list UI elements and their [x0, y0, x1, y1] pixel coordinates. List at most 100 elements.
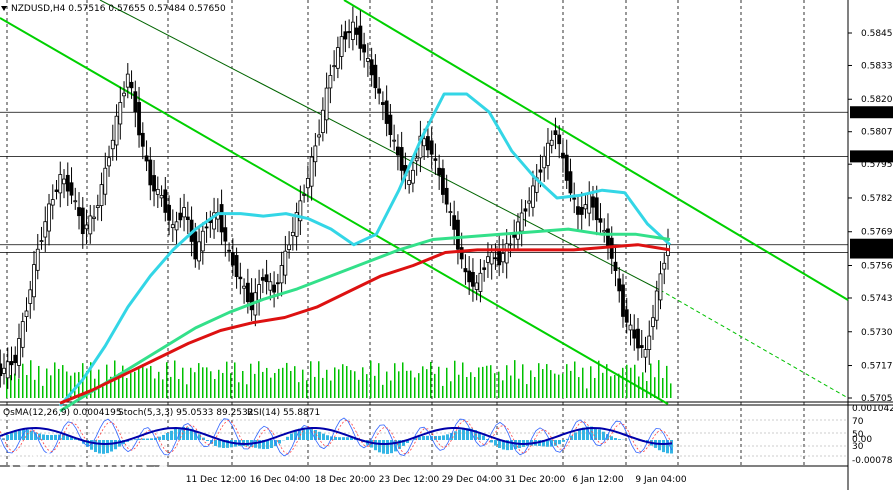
- candle-body: [438, 168, 441, 175]
- volume-bar: [362, 367, 364, 398]
- candle-body: [333, 66, 336, 67]
- candle-body: [40, 241, 43, 242]
- candle-body: [96, 206, 99, 208]
- volume-bar: [358, 380, 360, 398]
- volume-bar: [486, 366, 488, 398]
- candle-body: [344, 32, 347, 39]
- candle-body: [10, 361, 13, 364]
- osma-histogram-bar: [454, 431, 457, 440]
- volume-bar: [278, 369, 280, 398]
- volume-bar: [594, 378, 596, 398]
- volume-bar: [570, 371, 572, 398]
- osma-histogram-bar: [614, 438, 617, 440]
- volume-bar: [14, 374, 16, 398]
- osma-histogram-bar: [334, 437, 337, 440]
- osma-histogram-bar: [146, 439, 149, 440]
- candle-body: [149, 160, 152, 185]
- candle-body: [306, 178, 309, 187]
- candle-body: [528, 201, 531, 203]
- candle-body: [588, 193, 591, 213]
- volume-bar: [222, 373, 224, 398]
- time-tick-label: 31 Dec 20:00: [505, 475, 566, 485]
- volume-bar: [614, 375, 616, 398]
- candle-body: [145, 156, 148, 161]
- candle-body: [655, 291, 658, 320]
- candle-body: [363, 45, 366, 52]
- volume-bar: [226, 362, 228, 398]
- volume-bar: [494, 373, 496, 398]
- candle-body: [374, 65, 377, 87]
- candle-body: [471, 272, 474, 286]
- volume-bar: [282, 368, 284, 398]
- candle-body: [276, 283, 279, 284]
- candle-body: [66, 175, 69, 191]
- candle-body: [111, 140, 114, 148]
- price-tick-label: 0.57435: [861, 294, 893, 304]
- volume-bar: [546, 364, 548, 398]
- volume-bar: [338, 369, 340, 398]
- volume-bar: [182, 368, 184, 398]
- candle-body: [265, 275, 268, 282]
- volume-bar: [366, 374, 368, 398]
- candle-body: [243, 286, 246, 288]
- oscillator-axis-label: -0.0007822: [852, 456, 893, 466]
- candle-body: [456, 220, 459, 249]
- volume-bar: [66, 372, 68, 398]
- candle-body: [329, 75, 332, 87]
- candle-body: [603, 230, 606, 232]
- candle-body: [468, 271, 471, 282]
- osma-histogram-bar: [26, 430, 29, 440]
- osma-histogram-bar: [166, 433, 169, 440]
- volume-bar: [314, 377, 316, 398]
- candle-body: [629, 325, 632, 330]
- osma-histogram-bar: [382, 440, 385, 454]
- candle-body: [6, 362, 9, 378]
- candle-body: [340, 37, 343, 57]
- osma-histogram-bar: [458, 430, 461, 440]
- candle-body: [486, 257, 489, 263]
- time-tick-label: 18 Dec 20:00: [315, 475, 376, 485]
- volume-bar: [238, 382, 240, 398]
- candle-body: [348, 31, 351, 32]
- volume-bar: [550, 370, 552, 398]
- candle-body: [396, 147, 399, 155]
- candle-body: [539, 170, 542, 172]
- volume-bar: [610, 376, 612, 398]
- volume-bar: [330, 381, 332, 398]
- osma-histogram-bar: [278, 440, 281, 444]
- candle-body: [475, 283, 478, 290]
- volume-bar: [318, 361, 320, 398]
- candle-body: [644, 350, 647, 358]
- symbol-header: NZDUSD,H4 0.57516 0.57655 0.57484 0.5765…: [11, 4, 226, 14]
- volume-bar: [234, 362, 236, 398]
- candle-body: [430, 141, 433, 154]
- oscillator-axis-label: 0.00: [852, 435, 872, 445]
- volume-bar: [638, 377, 640, 398]
- volume-bar: [434, 374, 436, 398]
- volume-bar: [394, 363, 396, 398]
- volume-bar: [230, 373, 232, 398]
- volume-bar: [654, 377, 656, 398]
- volume-bar: [446, 368, 448, 398]
- volume-bar: [442, 386, 444, 398]
- osma-histogram-bar: [170, 431, 173, 440]
- volume-bar: [542, 369, 544, 398]
- osma-histogram-bar: [342, 437, 345, 440]
- osma-histogram-bar: [42, 434, 45, 440]
- volume-bar: [326, 370, 328, 398]
- candle-body: [640, 346, 643, 348]
- candle-body: [104, 168, 107, 194]
- candle-body: [408, 180, 411, 184]
- price-tick-label: 0.57305: [861, 328, 893, 338]
- volume-bar: [246, 384, 248, 398]
- candle-body: [400, 147, 403, 170]
- volume-bar: [386, 372, 388, 398]
- volume-bar: [374, 376, 376, 398]
- volume-bar: [390, 381, 392, 398]
- candle-body: [606, 229, 609, 248]
- osma-histogram-bar: [290, 433, 293, 440]
- volume-bar: [274, 373, 276, 398]
